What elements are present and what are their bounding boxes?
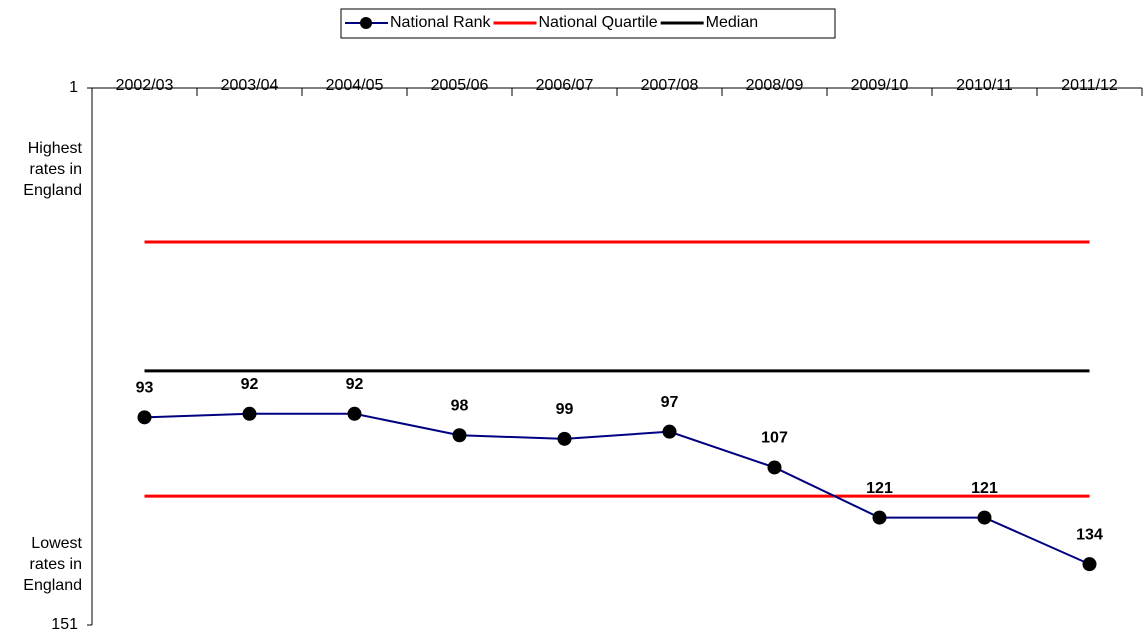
series-line [144,412,1090,566]
value-label: 99 [556,401,574,418]
legend-label: Median [706,14,758,31]
y-tick-label: 1 [69,79,78,96]
x-tick-label: 2004/05 [326,77,384,94]
data-point [137,410,152,425]
value-label: 121 [866,480,893,497]
data-point [242,406,257,421]
x-tick-label: 2005/06 [431,77,489,94]
legend-marker [360,17,372,29]
y-tick-label: 151 [51,616,78,633]
x-tick-label: 2002/03 [116,77,174,94]
value-label: 107 [761,430,788,447]
data-point [977,510,992,525]
legend-box [340,8,836,39]
x-tick-label: 2010/11 [956,77,1013,94]
data-point [347,406,362,421]
x-tick-label: 2011/12 [1061,77,1118,94]
annotation-top: Highest rates in England [23,140,82,199]
value-label: 121 [971,480,998,497]
x-tick-label: 2008/09 [746,77,804,94]
x-tick-label: 2006/07 [536,77,594,94]
x-tick-label: 2007/08 [641,77,699,94]
data-point [662,424,677,439]
value-label: 98 [451,397,469,414]
data-point [872,510,887,525]
data-point [1082,557,1097,572]
value-label: 93 [136,380,154,397]
legend-label: National Rank [390,14,492,31]
data-point [452,428,467,443]
value-label: 92 [241,376,259,393]
value-label: 97 [661,394,679,411]
value-label: 92 [346,376,364,393]
value-label: 134 [1076,526,1103,543]
data-point [557,431,572,446]
data-point [767,460,782,475]
legend-label: National Quartile [539,14,658,31]
x-tick-label: 2003/04 [221,77,279,94]
annotation-bottom: Lowest rates in England [23,535,82,594]
x-tick-label: 2009/10 [851,77,909,94]
